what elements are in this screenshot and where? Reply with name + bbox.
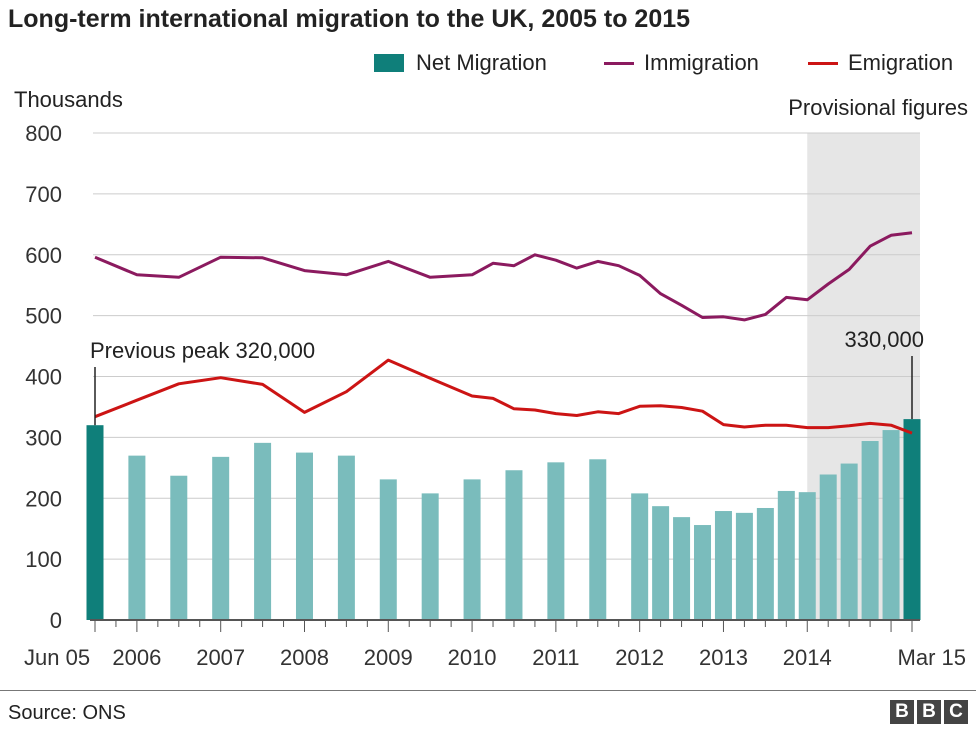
emigration-line bbox=[94, 358, 913, 435]
chart-plot: 0 100 200 300 400 500 600 700 800 Jun 05 2006 2007 2… bbox=[24, 121, 966, 670]
immigration-line bbox=[94, 231, 913, 322]
legend-label-net-migration: Net Migration bbox=[416, 50, 547, 75]
bbc-logo-letter: B bbox=[890, 700, 914, 724]
bar bbox=[254, 442, 272, 620]
bar bbox=[337, 455, 355, 620]
bar bbox=[463, 479, 481, 620]
bar bbox=[379, 479, 397, 620]
y-tick-label: 100 bbox=[25, 547, 62, 572]
bar bbox=[631, 493, 649, 620]
legend-item-emigration: Emigration bbox=[808, 48, 953, 78]
bar bbox=[861, 441, 879, 620]
x-tick-label: 2009 bbox=[364, 645, 413, 670]
x-tick-label: 2008 bbox=[280, 645, 329, 670]
legend-item-net-migration: Net Migration bbox=[374, 48, 547, 78]
bar bbox=[673, 517, 691, 620]
bar bbox=[86, 425, 104, 620]
bar bbox=[694, 525, 712, 620]
footer-divider bbox=[0, 690, 976, 691]
y-tick-label: 0 bbox=[50, 608, 62, 633]
y-tick-label: 300 bbox=[25, 425, 62, 450]
x-tick-label: 2006 bbox=[112, 645, 161, 670]
bar bbox=[505, 470, 523, 620]
legend-swatch-immigration bbox=[604, 61, 634, 65]
bar bbox=[295, 452, 313, 620]
x-tick-label: Jun 05 bbox=[24, 645, 90, 670]
bar bbox=[777, 490, 795, 620]
x-tick-label: 2010 bbox=[448, 645, 497, 670]
y-tick-label: 600 bbox=[25, 243, 62, 268]
x-tick-label: Mar 15 bbox=[898, 645, 966, 670]
x-tick-label: 2014 bbox=[783, 645, 832, 670]
bar bbox=[714, 511, 732, 620]
y-tick-label: 700 bbox=[25, 182, 62, 207]
bar bbox=[652, 506, 670, 620]
bar bbox=[589, 459, 607, 620]
bar bbox=[170, 475, 188, 620]
bar bbox=[735, 512, 753, 620]
y-tick-label: 800 bbox=[25, 121, 62, 146]
bbc-logo-letter: C bbox=[944, 700, 968, 724]
provisional-figures-label: Provisional figures bbox=[788, 95, 968, 120]
y-tick-label: 500 bbox=[25, 304, 62, 329]
bar bbox=[547, 462, 565, 620]
legend-label-emigration: Emigration bbox=[848, 50, 954, 75]
bbc-logo-letter: B bbox=[917, 700, 941, 724]
legend-swatch-net-migration bbox=[374, 54, 404, 72]
bar bbox=[212, 456, 230, 620]
x-tick-label: 2011 bbox=[532, 645, 579, 670]
bar bbox=[421, 493, 439, 620]
bar bbox=[903, 419, 921, 620]
y-axis-label: Thousands bbox=[14, 87, 123, 112]
y-tick-label: 200 bbox=[25, 486, 62, 511]
bar bbox=[128, 455, 146, 620]
annotation-latest-value: 330,000 bbox=[844, 327, 924, 352]
bar bbox=[840, 463, 858, 620]
annotation-previous-peak: Previous peak 320,000 bbox=[90, 338, 315, 363]
legend-swatch-emigration bbox=[808, 61, 838, 65]
bbc-logo: B B C bbox=[890, 700, 968, 724]
source-note: Source: ONS bbox=[8, 702, 126, 724]
x-tick-label: 2012 bbox=[615, 645, 664, 670]
legend: Net Migration Immigration Emigration bbox=[0, 48, 976, 78]
legend-item-immigration: Immigration bbox=[604, 48, 759, 78]
bar bbox=[882, 430, 900, 620]
x-tick-label: 2013 bbox=[699, 645, 748, 670]
chart-title: Long-term international migration to the… bbox=[8, 5, 691, 33]
legend-label-immigration: Immigration bbox=[644, 50, 759, 75]
y-tick-label: 400 bbox=[25, 365, 62, 390]
bar bbox=[798, 492, 816, 620]
bar bbox=[819, 474, 837, 620]
x-tick-label: 2007 bbox=[196, 645, 245, 670]
bar bbox=[756, 507, 774, 620]
